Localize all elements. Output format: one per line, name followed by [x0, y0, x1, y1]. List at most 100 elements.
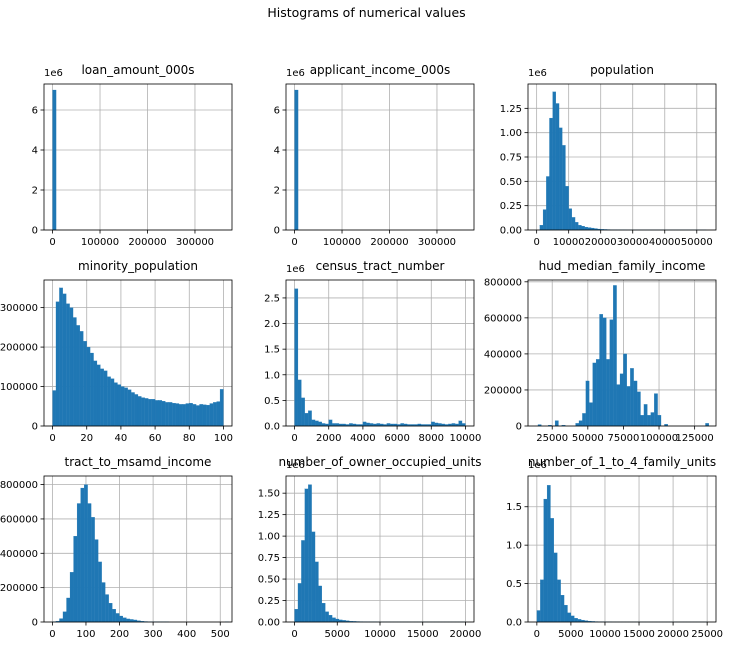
- histogram-bar: [366, 422, 370, 427]
- histogram-bar: [592, 362, 597, 427]
- histogram-bar: [585, 380, 590, 427]
- histogram-bar: [616, 384, 621, 427]
- y-tick-label: 1.5: [506, 502, 522, 513]
- histogram-bar: [549, 117, 553, 231]
- y-tick-label: 0.00: [500, 226, 522, 237]
- histogram-bar: [332, 617, 336, 623]
- y-tick-label: 0.25: [258, 596, 280, 607]
- x-tick-label: 100000: [81, 237, 119, 248]
- figure-suptitle: Histograms of numerical values: [267, 5, 466, 20]
- histogram-bar: [196, 405, 200, 427]
- x-tick-label: 20000: [585, 237, 617, 248]
- histogram-bar: [219, 389, 224, 427]
- histogram-bar: [199, 404, 204, 427]
- histogram-bar: [599, 314, 604, 427]
- histogram-bar: [318, 421, 322, 427]
- histogram-bar: [565, 186, 569, 231]
- panel-tract-to-msamd-income: 0 100 200 300 400 500 0 200000 400000 600000 80000…: [0, 455, 233, 640]
- x-tick-label: 500: [211, 629, 230, 640]
- x-tick-label: 100: [214, 433, 233, 444]
- x-tick-label: 100000: [323, 237, 361, 248]
- histogram-bar: [148, 399, 152, 427]
- histogram-bar: [126, 618, 131, 623]
- y-tick-label: 1.25: [258, 510, 280, 521]
- x-tick-label: 200000: [370, 237, 408, 248]
- histogram-bar: [582, 413, 586, 427]
- x-tick-label: 10000: [553, 237, 585, 248]
- x-tick-label: 2000: [316, 433, 341, 444]
- x-tick-label: 100000: [640, 433, 678, 444]
- histogram-bar: [643, 404, 648, 427]
- x-tick-label: 200000: [128, 237, 166, 248]
- y-tick-label: 2: [32, 186, 38, 197]
- x-tick-label: 100: [76, 629, 95, 640]
- histogram-bar: [613, 285, 617, 427]
- panel-title: hud_median_family_income: [539, 259, 706, 273]
- histogram-bar: [562, 145, 566, 231]
- panel-title: population: [590, 63, 654, 77]
- histogram-bar: [79, 331, 84, 427]
- histogram-bar: [542, 209, 547, 231]
- histogram-bar: [546, 176, 550, 231]
- histogram-bar: [185, 403, 190, 427]
- histogram-bar: [328, 615, 333, 623]
- histogram-bar: [178, 404, 183, 427]
- histogram-bar: [62, 611, 67, 623]
- histogram-bar: [105, 594, 109, 623]
- histogram-bar: [189, 403, 193, 427]
- axes-frame: [527, 475, 717, 623]
- histogram-bar: [151, 399, 156, 427]
- panel-title: minority_population: [78, 259, 198, 273]
- x-tick-label: 50000: [681, 237, 713, 248]
- y-tick-label: 1.00: [258, 532, 280, 543]
- histogram-bar: [578, 420, 583, 427]
- histogram-bar: [112, 609, 116, 623]
- histogram-bar: [72, 317, 77, 427]
- x-tick-label: 20: [80, 433, 93, 444]
- y-tick-label: 0: [274, 226, 280, 237]
- y-tick-label: 400000: [484, 349, 522, 360]
- histogram-bar: [458, 420, 463, 427]
- histogram-bar: [55, 301, 60, 427]
- histogram-bar: [301, 397, 305, 427]
- x-tick-label: 40000: [649, 237, 681, 248]
- histogram-bar: [294, 609, 299, 623]
- x-tick-label: 5000: [558, 629, 583, 640]
- y-tick-label: 1.0: [264, 370, 280, 381]
- x-tick-label: 0: [49, 237, 55, 248]
- panel-number-of-owner-occupied-units: 0 5000 10000 15000 20000 0.00 0.25 0.50 0.75 1.00…: [258, 455, 482, 640]
- y-tick-label: 0: [32, 226, 38, 237]
- y-tick-label: 400000: [0, 549, 38, 560]
- panel-population: 0 10000 20000 30000 40000 50000 0.00 0.25 0.50 0.…: [500, 63, 717, 248]
- histogram-bar: [206, 404, 210, 427]
- histogram-bar: [555, 103, 560, 231]
- y-tick-label: 800000: [0, 480, 38, 491]
- axes-frame: [527, 279, 717, 427]
- y-tick-label: 0: [516, 422, 522, 433]
- y-tick-label: 4: [274, 146, 280, 157]
- histogram-bar: [321, 603, 326, 623]
- histogram-bar: [657, 415, 662, 427]
- histogram-bar: [294, 89, 299, 231]
- y-tick-label: 0.5: [506, 579, 522, 590]
- histogram-bar: [328, 419, 333, 427]
- histogram-bar: [636, 391, 641, 427]
- histogram-bar: [192, 404, 197, 427]
- histogram-bar: [59, 618, 64, 623]
- y-tick-label: 100000: [0, 382, 38, 393]
- histogram-bar: [539, 225, 544, 231]
- x-tick-label: 25000: [536, 433, 568, 444]
- y-tick-label: 0.00: [258, 618, 280, 629]
- y-tick-label: 0: [32, 422, 38, 433]
- histogram-bar: [168, 402, 173, 427]
- histogram-bar: [113, 382, 118, 427]
- histogram-bar: [66, 303, 70, 427]
- histogram-bar: [606, 359, 610, 427]
- histogram-bar: [308, 410, 312, 427]
- histogram-bar: [554, 420, 559, 427]
- y-offset-text: 1e6: [286, 264, 305, 275]
- x-tick-label: 5000: [325, 629, 350, 640]
- histogram-bar: [115, 613, 120, 623]
- x-tick-label: 0: [534, 629, 540, 640]
- x-tick-label: 30000: [617, 237, 649, 248]
